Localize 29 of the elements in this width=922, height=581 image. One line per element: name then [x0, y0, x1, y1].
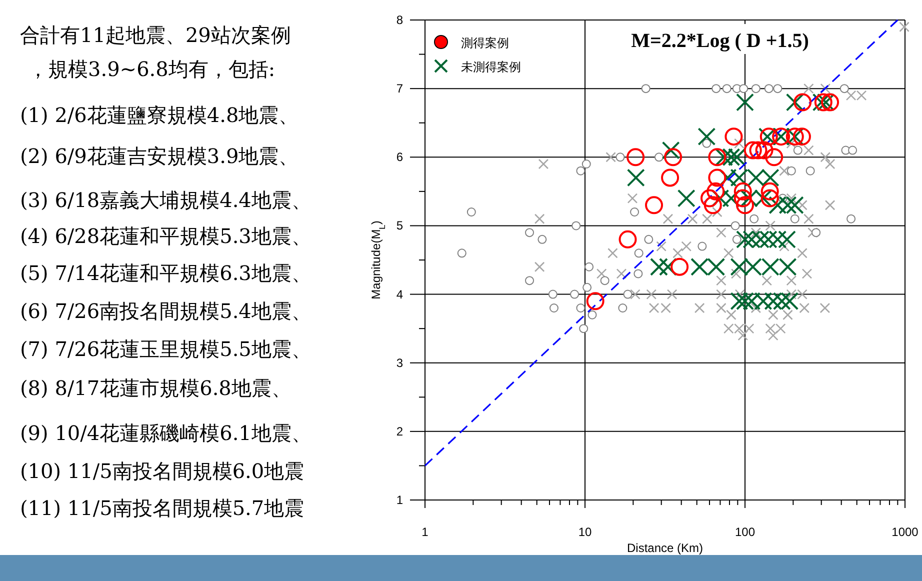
x-tick-label: 1 [422, 525, 429, 539]
y-tick-label: 6 [396, 150, 404, 164]
text: (6) 7/26南投名間規模5.4地震、 [20, 299, 312, 323]
legend-label: 未測得案例 [461, 60, 521, 74]
x-tick-label: 10 [578, 525, 592, 539]
text: (3) 6/18嘉義大埔規模4.4地震、 [20, 188, 312, 212]
y-tick-label: 7 [396, 82, 404, 96]
text: (10) 11/5南投名間規模6.0地震 [20, 459, 304, 483]
text: M=2.2*Log ( D +1.5) [631, 30, 809, 52]
text: (8) 8/17花蓮市規模6.8地震、 [20, 376, 292, 400]
x-tick-label: 1000 [892, 525, 919, 539]
legend-label: 測得案例 [461, 36, 509, 50]
text: ，規模3.9~6.8均有，包括: [28, 57, 276, 81]
y-tick-label: 2 [396, 424, 404, 438]
y-tick-label: 8 [396, 13, 404, 27]
y-tick-label: 3 [396, 356, 404, 370]
text: (5) 7/14花蓮和平規模6.3地震、 [20, 261, 312, 285]
y-tick-label: 4 [396, 287, 404, 302]
x-axis-title: Distance (Km) [626, 541, 704, 555]
y-tick-label: 5 [396, 218, 404, 233]
text: (4) 6/28花蓮和平規模5.3地震、 [20, 224, 312, 248]
x-tick-label: 100 [734, 525, 756, 539]
text: (11) 11/5南投名間規模5.7地震 [20, 496, 304, 520]
text: (7) 7/26花蓮玉里規模5.5地震、 [20, 337, 312, 361]
y-tick-label: 1 [396, 493, 404, 507]
text: 合計有11起地震、29站次案例 [20, 23, 291, 47]
text: (9) 10/4花蓮縣磯崎模6.1地震、 [20, 421, 312, 445]
text: (1) 2/6花蓮鹽寮規模4.8地震、 [20, 103, 299, 127]
text: (2) 6/9花蓮吉安規模3.9地震、 [20, 144, 299, 168]
